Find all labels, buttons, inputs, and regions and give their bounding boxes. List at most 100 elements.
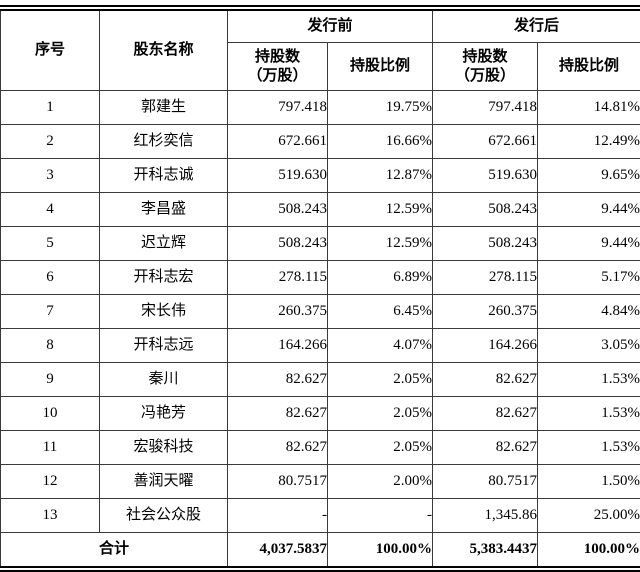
cell-pre-shares: 797.418 <box>227 90 328 125</box>
cell-post-ratio: 9.44% <box>537 192 640 227</box>
header-group-before-issuance: 发行前 <box>226 7 434 43</box>
cell-shareholder-name: 宏骏科技 <box>99 430 228 465</box>
total-post-shares: 5,383.4437 <box>432 532 539 570</box>
cell-serial: 3 <box>0 158 100 193</box>
header-post-shares-line1: 持股数 <box>462 48 508 65</box>
cell-shareholder-name: 李昌盛 <box>99 192 228 227</box>
cell-post-ratio: 9.65% <box>537 158 640 193</box>
table-row: 2 红杉奕信 672.661 16.66% 672.661 12.49% <box>0 124 640 159</box>
cell-post-shares: 797.418 <box>432 90 539 125</box>
header-serial-number: 序号 <box>0 7 100 91</box>
shareholder-structure-table: 序号 股东名称 发行前 发行后 持股数 （万股） 持股比例 持股数 （万股） 持… <box>0 5 640 572</box>
cell-serial: 10 <box>0 396 100 431</box>
cell-pre-shares: 164.266 <box>227 328 328 363</box>
table-row: 4 李昌盛 508.243 12.59% 508.243 9.44% <box>0 192 640 227</box>
header-post-ratio: 持股比例 <box>537 42 640 91</box>
cell-pre-ratio: 16.66% <box>326 124 434 159</box>
cell-pre-ratio: 2.05% <box>326 396 434 431</box>
table-row: 12 善润天曜 80.7517 2.00% 80.7517 1.50% <box>0 464 640 499</box>
header-post-shares-line2: （万股） <box>455 67 516 84</box>
cell-post-ratio: 4.84% <box>537 294 640 329</box>
cell-pre-shares: 519.630 <box>227 158 328 193</box>
cell-post-shares: 82.627 <box>432 396 539 431</box>
cell-pre-ratio: 2.05% <box>326 362 434 397</box>
cell-shareholder-name: 开科志宏 <box>99 260 228 295</box>
cell-post-shares: 260.375 <box>432 294 539 329</box>
table-total-row: 合计 4,037.5837 100.00% 5,383.4437 100.00% <box>0 532 640 570</box>
cell-shareholder-name: 秦川 <box>99 362 228 397</box>
total-pre-shares: 4,037.5837 <box>227 532 328 570</box>
table-row: 13 社会公众股 - - 1,345.86 25.00% <box>0 498 640 533</box>
cell-post-ratio: 1.53% <box>537 396 640 431</box>
cell-post-shares: 82.627 <box>432 430 539 465</box>
cell-pre-ratio: 4.07% <box>326 328 434 363</box>
cell-serial: 6 <box>0 260 100 295</box>
cell-post-ratio: 1.53% <box>537 430 640 465</box>
cell-post-ratio: 14.81% <box>537 90 640 125</box>
cell-pre-ratio: 6.45% <box>326 294 434 329</box>
header-post-shares: 持股数 （万股） <box>432 42 539 91</box>
cell-pre-shares: 82.627 <box>227 396 328 431</box>
table-row: 5 迟立辉 508.243 12.59% 508.243 9.44% <box>0 226 640 261</box>
cell-post-ratio: 5.17% <box>537 260 640 295</box>
cell-shareholder-name: 迟立辉 <box>99 226 228 261</box>
cell-pre-shares: 278.115 <box>227 260 328 295</box>
table-row: 10 冯艳芳 82.627 2.05% 82.627 1.53% <box>0 396 640 431</box>
header-pre-shares-line2: （万股） <box>247 67 308 84</box>
cell-post-shares: 519.630 <box>432 158 539 193</box>
cell-pre-ratio: 12.59% <box>326 192 434 227</box>
cell-post-shares: 508.243 <box>432 226 539 261</box>
cell-pre-shares: 260.375 <box>227 294 328 329</box>
table-row: 6 开科志宏 278.115 6.89% 278.115 5.17% <box>0 260 640 295</box>
cell-pre-shares: 82.627 <box>227 362 328 397</box>
cell-post-ratio: 1.50% <box>537 464 640 499</box>
cell-pre-ratio: 19.75% <box>326 90 434 125</box>
cell-serial: 9 <box>0 362 100 397</box>
cell-serial: 13 <box>0 498 100 533</box>
cell-shareholder-name: 社会公众股 <box>99 498 228 533</box>
cell-pre-shares: 508.243 <box>227 192 328 227</box>
cell-pre-ratio: 6.89% <box>326 260 434 295</box>
cell-post-shares: 508.243 <box>432 192 539 227</box>
cell-shareholder-name: 冯艳芳 <box>99 396 228 431</box>
cell-post-shares: 80.7517 <box>432 464 539 499</box>
cell-shareholder-name: 宋长伟 <box>99 294 228 329</box>
cell-shareholder-name: 开科志诚 <box>99 158 228 193</box>
cell-pre-ratio: 2.05% <box>326 430 434 465</box>
table-row: 3 开科志诚 519.630 12.87% 519.630 9.65% <box>0 158 640 193</box>
table-row: 11 宏骏科技 82.627 2.05% 82.627 1.53% <box>0 430 640 465</box>
cell-post-ratio: 12.49% <box>537 124 640 159</box>
cell-shareholder-name: 开科志远 <box>99 328 228 363</box>
table-row: 1 郭建生 797.418 19.75% 797.418 14.81% <box>0 90 640 125</box>
cell-post-ratio: 9.44% <box>537 226 640 261</box>
header-pre-shares: 持股数 （万股） <box>227 42 328 91</box>
cell-serial: 1 <box>0 90 100 125</box>
table-body: 1 郭建生 797.418 19.75% 797.418 14.81% 2 红杉… <box>0 90 640 570</box>
cell-pre-shares: 80.7517 <box>227 464 328 499</box>
cell-shareholder-name: 善润天曜 <box>99 464 228 499</box>
table-row: 7 宋长伟 260.375 6.45% 260.375 4.84% <box>0 294 640 329</box>
header-group-after-issuance: 发行后 <box>432 7 640 43</box>
cell-serial: 4 <box>0 192 100 227</box>
cell-post-ratio: 25.00% <box>537 498 640 533</box>
cell-pre-ratio: 12.59% <box>326 226 434 261</box>
cell-serial: 7 <box>0 294 100 329</box>
cell-pre-shares: 82.627 <box>227 430 328 465</box>
cell-post-shares: 82.627 <box>432 362 539 397</box>
cell-serial: 5 <box>0 226 100 261</box>
total-pre-ratio: 100.00% <box>326 532 434 570</box>
cell-pre-ratio: 12.87% <box>326 158 434 193</box>
table-header: 序号 股东名称 发行前 发行后 持股数 （万股） 持股比例 持股数 （万股） 持… <box>0 7 640 91</box>
cell-pre-ratio: - <box>326 498 434 533</box>
cell-post-shares: 164.266 <box>432 328 539 363</box>
cell-post-shares: 1,345.86 <box>432 498 539 533</box>
cell-serial: 8 <box>0 328 100 363</box>
header-shareholder-name: 股东名称 <box>99 7 228 91</box>
cell-serial: 11 <box>0 430 100 465</box>
cell-serial: 2 <box>0 124 100 159</box>
cell-post-ratio: 1.53% <box>537 362 640 397</box>
header-pre-ratio: 持股比例 <box>326 42 434 91</box>
cell-post-shares: 672.661 <box>432 124 539 159</box>
total-label: 合计 <box>0 532 228 570</box>
